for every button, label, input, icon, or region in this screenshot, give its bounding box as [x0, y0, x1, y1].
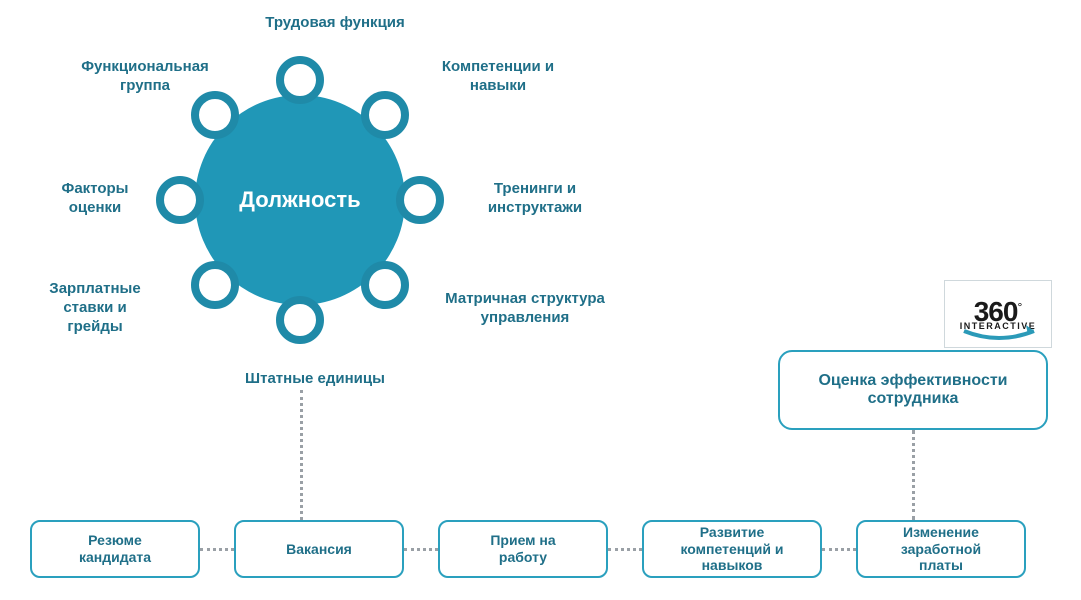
- sat-node-salary-grades: [191, 261, 239, 309]
- sat-node-competencies: [361, 91, 409, 139]
- sat-node-trainings: [396, 176, 444, 224]
- flow-box-vacancy: Вакансия: [234, 520, 404, 578]
- connector-staff-vacancy: [300, 390, 303, 520]
- flow-connector: [608, 548, 642, 551]
- flow-box-hire: Прием на работу: [438, 520, 608, 578]
- sat-node-labor-function: [276, 56, 324, 104]
- logo-360-interactive: 360° INTERACTIVE: [944, 280, 1052, 348]
- center-label: Должность: [239, 187, 360, 213]
- sat-label-matrix-structure: Матричная структура управления: [420, 290, 630, 328]
- sat-node-staff-units: [276, 296, 324, 344]
- flow-connector: [822, 548, 856, 551]
- flow-row: Резюме кандидата Вакансия Прием на работу Р…: [30, 520, 1026, 578]
- sat-label-competencies: Компетенции и навыки: [418, 58, 578, 96]
- sat-label-trainings: Тренинги и инструктажи: [455, 180, 615, 218]
- sat-label-eval-factors: Факторы оценки: [40, 180, 150, 218]
- sat-node-eval-factors: [156, 176, 204, 224]
- connector-eval-flow: [912, 430, 915, 520]
- flow-box-dev-competencies: Развитие компетенций и навыков: [642, 520, 822, 578]
- flow-box-salary-change: Изменение заработной платы: [856, 520, 1026, 578]
- sat-label-func-group: Функциональная группа: [55, 58, 235, 96]
- sat-label-staff-units: Штатные единицы: [215, 370, 415, 389]
- sat-label-labor-function: Трудовая функция: [245, 14, 425, 33]
- circle-diagram: Должность: [160, 60, 440, 340]
- flow-box-resume: Резюме кандидата: [30, 520, 200, 578]
- sat-label-salary-grades: Зарплатные ставки и грейды: [30, 280, 160, 336]
- evaluation-label: Оценка эффективности сотрудника: [818, 372, 1007, 408]
- sat-node-matrix-structure: [361, 261, 409, 309]
- evaluation-box: Оценка эффективности сотрудника: [778, 350, 1048, 430]
- flow-connector: [200, 548, 234, 551]
- sat-node-func-group: [191, 91, 239, 139]
- flow-connector: [404, 548, 438, 551]
